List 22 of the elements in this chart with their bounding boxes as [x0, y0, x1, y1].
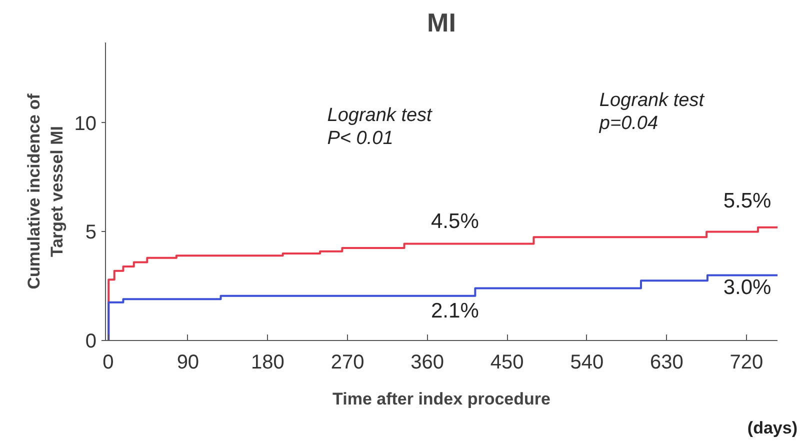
annotation: 5.5%	[723, 189, 772, 212]
y-axis-title: Cumulative incidence of Target vessel MI	[24, 93, 66, 290]
annotation: 2.1%	[431, 300, 479, 323]
y-tick-label: 5	[85, 222, 96, 244]
x-tick-label: 360	[410, 352, 444, 374]
text: (days)	[747, 418, 798, 438]
x-tick-label: 180	[251, 352, 284, 374]
x-tick-label: 90	[176, 352, 200, 374]
chart-title: MI	[427, 8, 456, 38]
annotation: 4.5%	[431, 210, 479, 234]
x-tick-label: 720	[730, 352, 764, 374]
x-tick-label: 270	[330, 352, 364, 374]
y-tick-label: 0	[85, 330, 96, 352]
annotation: Logrank test p=0.04	[598, 90, 705, 134]
x-tick-label: 0	[102, 352, 114, 374]
annotation: 3.0%	[723, 276, 772, 299]
x-tick-label: 630	[650, 352, 684, 374]
x-tick-label: 540	[570, 352, 604, 374]
annotation: Logrank test P< 0.01	[327, 104, 433, 149]
y-tick-label: 10	[74, 112, 97, 135]
x-axis-title: Time after index procedure	[332, 390, 550, 408]
x-tick-label: 450	[490, 352, 524, 374]
